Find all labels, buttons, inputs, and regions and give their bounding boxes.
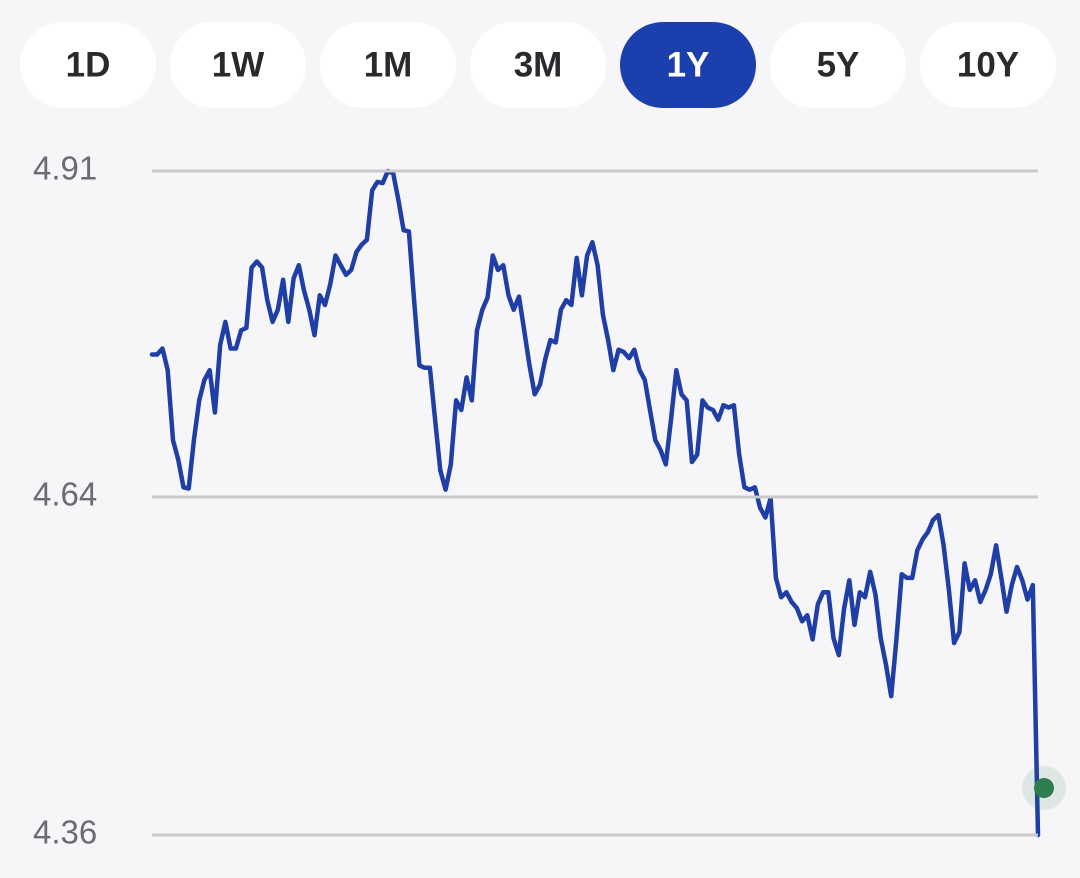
y-tick-label: 4.64 [33, 476, 97, 513]
grid [152, 169, 1038, 837]
range-button-label[interactable]: 1Y [667, 45, 710, 84]
range-button[interactable]: 10Y [920, 22, 1056, 108]
y-tick-label: 4.36 [33, 814, 97, 851]
price-line [149, 168, 1041, 838]
range-button[interactable]: 3M [470, 22, 606, 108]
range-button[interactable]: 1M [320, 22, 456, 108]
range-button[interactable]: 5Y [770, 22, 906, 108]
range-button-bg [20, 22, 156, 108]
range-button-label[interactable]: 1W [212, 45, 265, 84]
range-button-label[interactable]: 1D [66, 45, 111, 84]
range-button[interactable]: 1W [170, 22, 306, 108]
range-button-bg [170, 22, 306, 108]
range-button-label[interactable]: 1M [364, 45, 413, 84]
range-button-label[interactable]: 10Y [957, 45, 1019, 84]
range-button-label[interactable]: 5Y [817, 45, 860, 84]
range-button[interactable]: 1Y [620, 22, 756, 108]
range-button-bg [470, 22, 606, 108]
range-button[interactable]: 1D [20, 22, 156, 108]
range-button-bg [320, 22, 456, 108]
range-button-bg [920, 22, 1056, 108]
range-button-label[interactable]: 3M [514, 45, 563, 84]
y-tick-label: 4.91 [33, 150, 97, 187]
current-dot [1034, 778, 1054, 798]
range-button-bg [770, 22, 906, 108]
range-button-bg [620, 22, 756, 108]
